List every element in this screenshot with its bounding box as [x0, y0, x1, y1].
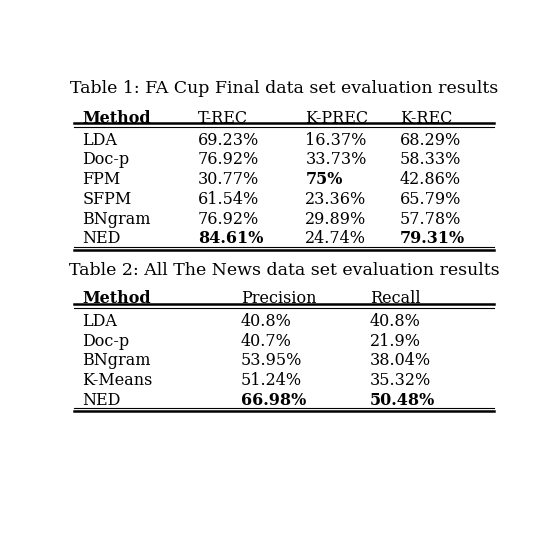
- Text: 66.98%: 66.98%: [241, 391, 306, 409]
- Text: 40.8%: 40.8%: [370, 313, 420, 330]
- Text: 75%: 75%: [305, 171, 343, 188]
- Text: Table 2: All The News data set evaluation results: Table 2: All The News data set evaluatio…: [69, 262, 499, 279]
- Text: Table 1: FA Cup Final data set evaluation results: Table 1: FA Cup Final data set evaluatio…: [70, 81, 498, 97]
- Text: Recall: Recall: [370, 290, 420, 307]
- Text: 61.54%: 61.54%: [198, 191, 259, 208]
- Text: 79.31%: 79.31%: [400, 230, 465, 247]
- Text: 76.92%: 76.92%: [198, 151, 259, 168]
- Text: 50.48%: 50.48%: [370, 391, 435, 409]
- Text: K-PREC: K-PREC: [305, 110, 368, 127]
- Text: 21.9%: 21.9%: [370, 332, 421, 350]
- Text: 42.86%: 42.86%: [400, 171, 461, 188]
- Text: Doc-p: Doc-p: [82, 151, 129, 168]
- Text: 53.95%: 53.95%: [241, 353, 302, 369]
- Text: 40.8%: 40.8%: [241, 313, 292, 330]
- Text: NED: NED: [82, 230, 121, 247]
- Text: 76.92%: 76.92%: [198, 211, 259, 227]
- Text: NED: NED: [82, 391, 121, 409]
- Text: Method: Method: [82, 110, 151, 127]
- Text: 24.74%: 24.74%: [305, 230, 366, 247]
- Text: 58.33%: 58.33%: [400, 151, 461, 168]
- Text: BNgram: BNgram: [82, 211, 151, 227]
- Text: 16.37%: 16.37%: [305, 132, 367, 149]
- Text: BNgram: BNgram: [82, 353, 151, 369]
- Text: 30.77%: 30.77%: [198, 171, 259, 188]
- Text: 68.29%: 68.29%: [400, 132, 461, 149]
- Text: LDA: LDA: [82, 313, 117, 330]
- Text: 38.04%: 38.04%: [370, 353, 431, 369]
- Text: Doc-p: Doc-p: [82, 332, 129, 350]
- Text: K-REC: K-REC: [400, 110, 452, 127]
- Text: 69.23%: 69.23%: [198, 132, 259, 149]
- Text: 29.89%: 29.89%: [305, 211, 367, 227]
- Text: 65.79%: 65.79%: [400, 191, 461, 208]
- Text: FPM: FPM: [82, 171, 120, 188]
- Text: SFPM: SFPM: [82, 191, 131, 208]
- Text: 35.32%: 35.32%: [370, 372, 431, 389]
- Text: T-REC: T-REC: [198, 110, 248, 127]
- Text: 51.24%: 51.24%: [241, 372, 302, 389]
- Text: Precision: Precision: [241, 290, 316, 307]
- Text: Method: Method: [82, 290, 151, 307]
- Text: K-Means: K-Means: [82, 372, 152, 389]
- Text: 23.36%: 23.36%: [305, 191, 367, 208]
- Text: 57.78%: 57.78%: [400, 211, 461, 227]
- Text: LDA: LDA: [82, 132, 117, 149]
- Text: 84.61%: 84.61%: [198, 230, 264, 247]
- Text: 40.7%: 40.7%: [241, 332, 292, 350]
- Text: 33.73%: 33.73%: [305, 151, 367, 168]
